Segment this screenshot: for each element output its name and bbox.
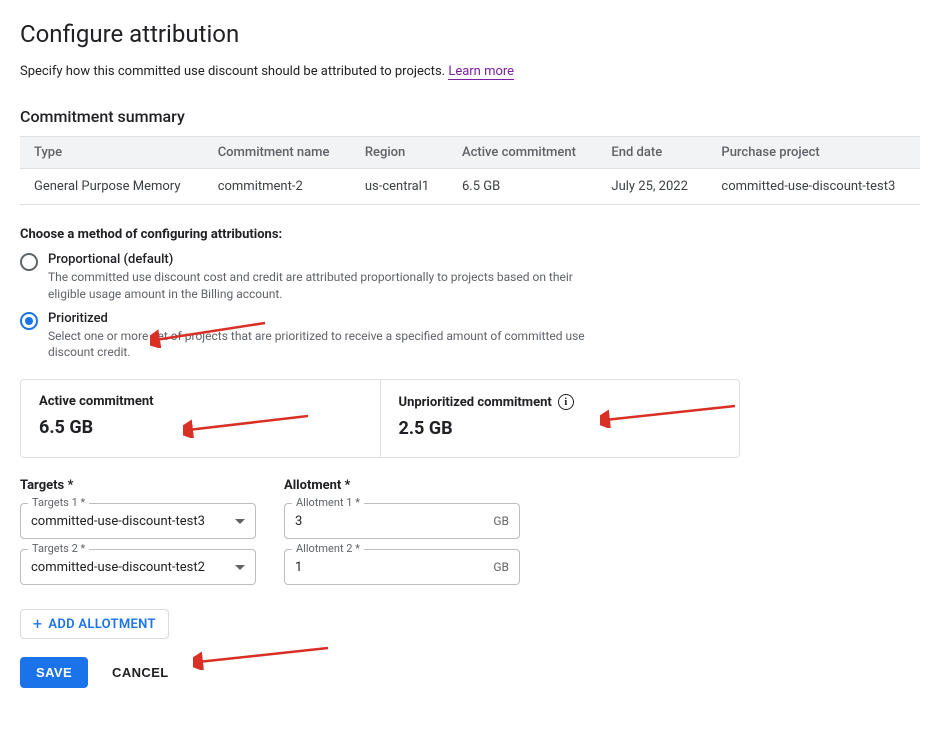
add-allotment-button[interactable]: + ADD ALLOTMENT	[20, 609, 169, 639]
col-region: Region	[351, 137, 448, 169]
plus-icon: +	[33, 616, 42, 632]
targets-1-label: Targets 1 *	[28, 496, 89, 509]
page-subtitle: Specify how this committed use discount …	[20, 64, 920, 79]
chevron-down-icon	[235, 565, 245, 570]
summary-heading: Commitment summary	[20, 107, 920, 126]
add-allotment-label: ADD ALLOTMENT	[48, 617, 155, 632]
commitment-summary-table: Type Commitment name Region Active commi…	[20, 136, 920, 205]
cell-type: General Purpose Memory	[20, 169, 204, 205]
cell-name: commitment-2	[204, 169, 351, 205]
active-commitment-label: Active commitment	[39, 394, 362, 409]
save-button[interactable]: SAVE	[20, 657, 88, 688]
radio-proportional-title: Proportional (default)	[48, 252, 608, 267]
targets-header: Targets *	[20, 478, 256, 493]
chevron-down-icon	[235, 519, 245, 524]
targets-1-value: committed-use-discount-test3	[31, 514, 205, 529]
cell-active: 6.5 GB	[448, 169, 597, 205]
unprioritized-commitment-value: 2.5 GB	[399, 418, 722, 439]
cell-project: committed-use-discount-test3	[707, 169, 920, 205]
method-label: Choose a method of configuring attributi…	[20, 227, 920, 242]
radio-proportional-control[interactable]	[20, 253, 38, 271]
commitment-cards: Active commitment 6.5 GB Unprioritized c…	[20, 379, 740, 458]
col-type: Type	[20, 137, 204, 169]
radio-proportional-desc: The committed use discount cost and cred…	[48, 269, 608, 303]
table-row: General Purpose Memory commitment-2 us-c…	[20, 169, 920, 205]
targets-2-label: Targets 2 *	[28, 542, 89, 555]
allotment-1-label: Allotment 1 *	[292, 496, 364, 509]
allotment-2-label: Allotment 2 *	[292, 542, 364, 555]
page-title: Configure attribution	[20, 20, 920, 48]
cancel-button[interactable]: CANCEL	[106, 664, 175, 681]
radio-prioritized-title: Prioritized	[48, 311, 608, 326]
radio-proportional[interactable]: Proportional (default) The committed use…	[20, 252, 920, 303]
cell-region: us-central1	[351, 169, 448, 205]
col-purchase-project: Purchase project	[707, 137, 920, 169]
active-commitment-value: 6.5 GB	[39, 417, 362, 438]
targets-2-value: committed-use-discount-test2	[31, 560, 205, 575]
unprioritized-commitment-label: Unprioritized commitment	[399, 395, 552, 410]
allotment-header: Allotment *	[284, 478, 520, 493]
info-icon[interactable]: i	[558, 394, 574, 410]
allotment-1-unit: GB	[493, 514, 509, 528]
radio-prioritized[interactable]: Prioritized Select one or more set of pr…	[20, 311, 920, 362]
subtitle-text: Specify how this committed use discount …	[20, 64, 445, 79]
allotment-2-unit: GB	[493, 560, 509, 574]
allotment-1-value: 3	[295, 514, 302, 529]
radio-prioritized-control[interactable]	[20, 312, 38, 330]
unprioritized-commitment-card: Unprioritized commitment i 2.5 GB	[380, 380, 740, 457]
active-commitment-card: Active commitment 6.5 GB	[21, 380, 380, 457]
radio-prioritized-desc: Select one or more set of projects that …	[48, 328, 608, 362]
learn-more-link[interactable]: Learn more	[448, 64, 514, 80]
allotment-2-value: 1	[295, 560, 302, 575]
col-commitment-name: Commitment name	[204, 137, 351, 169]
cell-end-date: July 25, 2022	[597, 169, 707, 205]
col-end-date: End date	[597, 137, 707, 169]
col-active-commitment: Active commitment	[448, 137, 597, 169]
